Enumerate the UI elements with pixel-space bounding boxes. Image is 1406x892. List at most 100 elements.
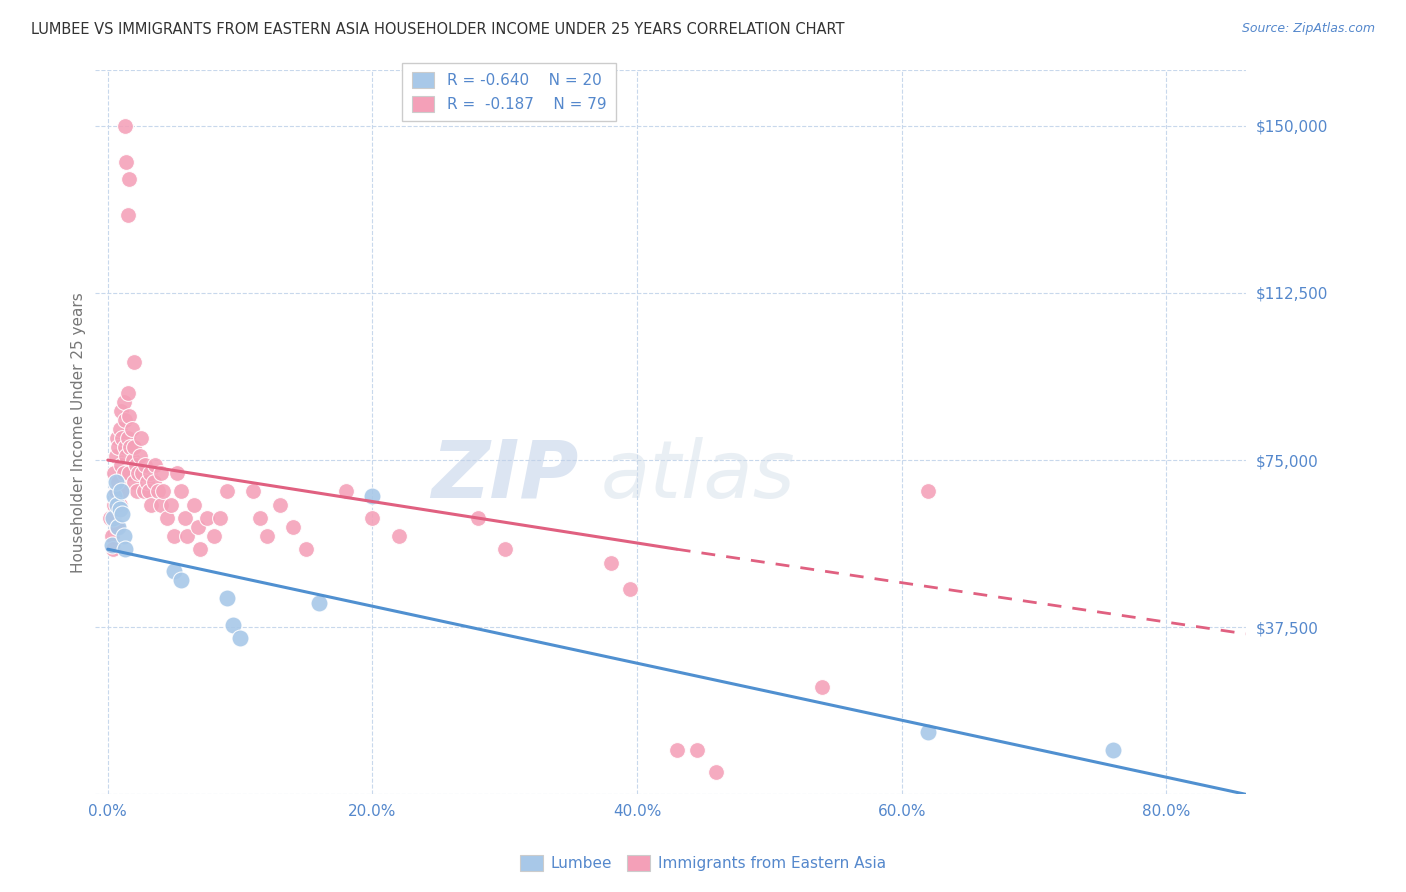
Point bbox=[101, 542, 124, 557]
Point bbox=[103, 498, 125, 512]
Point bbox=[110, 404, 132, 418]
Point bbox=[122, 453, 145, 467]
Point bbox=[295, 542, 318, 557]
Point bbox=[121, 422, 143, 436]
Point bbox=[173, 511, 195, 525]
Point bbox=[122, 355, 145, 369]
Text: ZIP: ZIP bbox=[430, 437, 578, 515]
Point bbox=[104, 484, 127, 499]
Point bbox=[128, 449, 150, 463]
Point bbox=[118, 172, 141, 186]
Point bbox=[105, 520, 128, 534]
Point bbox=[122, 440, 145, 454]
Point bbox=[114, 542, 136, 557]
Point bbox=[160, 498, 183, 512]
Point bbox=[335, 484, 357, 499]
Point bbox=[103, 489, 125, 503]
Point bbox=[131, 467, 153, 481]
Point bbox=[112, 395, 135, 409]
Point bbox=[112, 467, 135, 481]
Point bbox=[249, 511, 271, 525]
Point bbox=[108, 502, 131, 516]
Point bbox=[388, 529, 411, 543]
Point bbox=[110, 458, 132, 472]
Point bbox=[166, 467, 188, 481]
Text: Source: ZipAtlas.com: Source: ZipAtlas.com bbox=[1241, 22, 1375, 36]
Point bbox=[141, 498, 163, 512]
Point bbox=[107, 440, 129, 454]
Point bbox=[1102, 743, 1125, 757]
Point bbox=[101, 511, 124, 525]
Point bbox=[111, 431, 134, 445]
Point bbox=[209, 511, 232, 525]
Point bbox=[494, 542, 516, 557]
Point bbox=[117, 208, 139, 222]
Text: LUMBEE VS IMMIGRANTS FROM EASTERN ASIA HOUSEHOLDER INCOME UNDER 25 YEARS CORRELA: LUMBEE VS IMMIGRANTS FROM EASTERN ASIA H… bbox=[31, 22, 845, 37]
Point bbox=[706, 764, 728, 779]
Point bbox=[163, 529, 186, 543]
Point bbox=[127, 467, 149, 481]
Point bbox=[308, 596, 330, 610]
Point bbox=[129, 431, 152, 445]
Point bbox=[269, 498, 291, 512]
Point bbox=[107, 475, 129, 490]
Point bbox=[242, 484, 264, 499]
Point bbox=[134, 458, 156, 472]
Point bbox=[811, 681, 834, 695]
Point bbox=[132, 484, 155, 499]
Point bbox=[114, 413, 136, 427]
Point bbox=[117, 431, 139, 445]
Point bbox=[125, 484, 148, 499]
Point bbox=[103, 467, 125, 481]
Point bbox=[215, 484, 238, 499]
Point bbox=[100, 529, 122, 543]
Point bbox=[145, 458, 167, 472]
Point bbox=[120, 440, 142, 454]
Point bbox=[361, 489, 384, 503]
Legend: R = -0.640    N = 20, R =  -0.187    N = 79: R = -0.640 N = 20, R = -0.187 N = 79 bbox=[402, 63, 616, 121]
Point bbox=[665, 743, 688, 757]
Point bbox=[183, 498, 205, 512]
Point bbox=[107, 520, 129, 534]
Point bbox=[100, 538, 122, 552]
Point bbox=[136, 475, 159, 490]
Point bbox=[229, 632, 252, 646]
Point bbox=[176, 529, 198, 543]
Point bbox=[111, 484, 134, 499]
Point bbox=[118, 467, 141, 481]
Point bbox=[222, 618, 245, 632]
Point bbox=[599, 556, 621, 570]
Point bbox=[108, 498, 131, 512]
Point bbox=[256, 529, 278, 543]
Point bbox=[143, 475, 166, 490]
Point bbox=[190, 542, 212, 557]
Point bbox=[115, 449, 138, 463]
Y-axis label: Householder Income Under 25 years: Householder Income Under 25 years bbox=[72, 292, 86, 573]
Point bbox=[361, 511, 384, 525]
Point bbox=[281, 520, 304, 534]
Point bbox=[149, 498, 172, 512]
Point bbox=[195, 511, 218, 525]
Point bbox=[100, 511, 122, 525]
Legend: Lumbee, Immigrants from Eastern Asia: Lumbee, Immigrants from Eastern Asia bbox=[513, 849, 893, 877]
Point bbox=[114, 119, 136, 133]
Point bbox=[215, 591, 238, 606]
Point bbox=[104, 449, 127, 463]
Point bbox=[105, 431, 128, 445]
Point bbox=[139, 467, 162, 481]
Point bbox=[108, 422, 131, 436]
Point bbox=[124, 458, 146, 472]
Point bbox=[149, 467, 172, 481]
Point bbox=[685, 743, 707, 757]
Point bbox=[169, 574, 191, 588]
Point bbox=[111, 507, 134, 521]
Point bbox=[917, 725, 939, 739]
Point bbox=[187, 520, 209, 534]
Point bbox=[114, 440, 136, 454]
Point bbox=[118, 409, 141, 423]
Point bbox=[467, 511, 489, 525]
Point bbox=[169, 484, 191, 499]
Point bbox=[619, 582, 641, 597]
Point bbox=[105, 498, 128, 512]
Point bbox=[202, 529, 225, 543]
